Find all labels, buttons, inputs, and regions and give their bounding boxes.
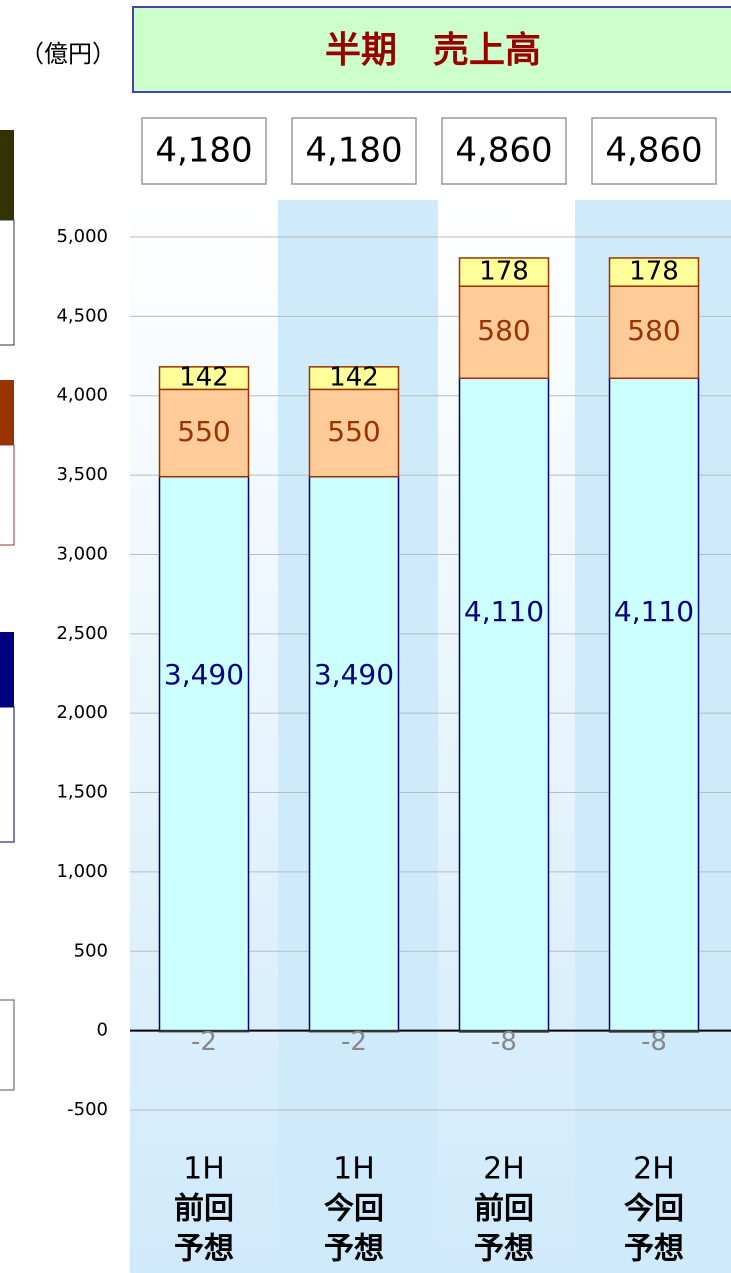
data-label: -8: [491, 1027, 517, 1057]
x-tick-label: 今回: [624, 1192, 684, 1227]
y-tick-label: 500: [74, 940, 108, 961]
y-tick-label: 0: [97, 1020, 108, 1041]
data-label: 178: [479, 257, 529, 287]
data-label: 4,110: [464, 595, 544, 628]
total-box: [441, 117, 567, 185]
bar-segment: [458, 285, 550, 380]
data-label: 550: [177, 415, 230, 448]
x-tick-label: 1H: [183, 1152, 225, 1187]
y-tick-label: 4,500: [56, 305, 108, 326]
bar-segment: [308, 1029, 400, 1033]
y-tick-label: 1,000: [56, 861, 108, 882]
y-tick-label: 2,500: [56, 623, 108, 644]
legend-swatch: [0, 130, 14, 220]
data-label: 4,110: [614, 595, 694, 628]
legend-swatch: [0, 219, 15, 346]
y-tick-label: -500: [67, 1099, 108, 1120]
bar-segment: [308, 366, 400, 391]
data-label: -2: [341, 1027, 367, 1057]
data-label: 580: [627, 314, 680, 347]
legend-swatch: [0, 380, 14, 445]
y-tick-label: 5,000: [56, 226, 108, 247]
bar-segment: [158, 366, 250, 391]
x-tick-label: 2H: [483, 1152, 525, 1187]
data-label: 142: [179, 363, 229, 393]
bar-segment: [608, 1029, 700, 1033]
x-tick-label: 予想: [174, 1232, 234, 1267]
bar-segment: [608, 257, 700, 287]
bar-segment: [608, 377, 700, 1032]
title-box: [132, 6, 731, 93]
chart-title: 半期 売上高: [325, 30, 541, 71]
total-box: [591, 117, 717, 185]
x-tick-label: 2H: [633, 1152, 675, 1187]
total-label: 4,860: [605, 131, 702, 171]
unit-label: （億円）: [20, 40, 116, 68]
legend-fragment: [0, 130, 15, 1091]
x-tick-label: 前回: [174, 1192, 234, 1227]
x-tick-label: 予想: [474, 1232, 534, 1267]
bar-segment: [158, 475, 250, 1032]
y-tick-label: 3,000: [56, 543, 108, 564]
total-label: 4,860: [455, 131, 552, 171]
data-label: 178: [629, 257, 679, 287]
bar-segment: [308, 388, 400, 478]
y-tick-label: 2,000: [56, 702, 108, 723]
total-box: [291, 117, 417, 185]
total-label: 4,180: [155, 131, 252, 171]
bar-segment: [458, 257, 550, 287]
total-label: 4,180: [305, 131, 402, 171]
legend-swatch: [0, 444, 15, 546]
bar-segment: [158, 1029, 250, 1033]
legend-swatch: [0, 706, 15, 843]
bar-segment: [458, 1029, 550, 1033]
x-tick-label: 予想: [624, 1232, 684, 1267]
x-tick-label: 今回: [324, 1192, 384, 1227]
bar-segment: [458, 377, 550, 1032]
data-label: 550: [327, 415, 380, 448]
x-tick-label: 1H: [333, 1152, 375, 1187]
data-label: 142: [329, 363, 379, 393]
data-label: 3,490: [164, 658, 244, 691]
legend-swatch: [0, 632, 14, 707]
legend-swatch: [0, 999, 15, 1091]
y-tick-label: 4,000: [56, 385, 108, 406]
data-label: -8: [641, 1027, 667, 1057]
data-label: 3,490: [314, 658, 394, 691]
y-tick-label: 1,500: [56, 782, 108, 803]
y-tick-label: 3,500: [56, 464, 108, 485]
total-box: [141, 117, 267, 185]
x-tick-label: 前回: [474, 1192, 534, 1227]
data-label: -2: [191, 1027, 217, 1057]
x-tick-label: 予想: [324, 1232, 384, 1267]
data-label: 580: [477, 314, 530, 347]
bar-segment: [308, 475, 400, 1032]
